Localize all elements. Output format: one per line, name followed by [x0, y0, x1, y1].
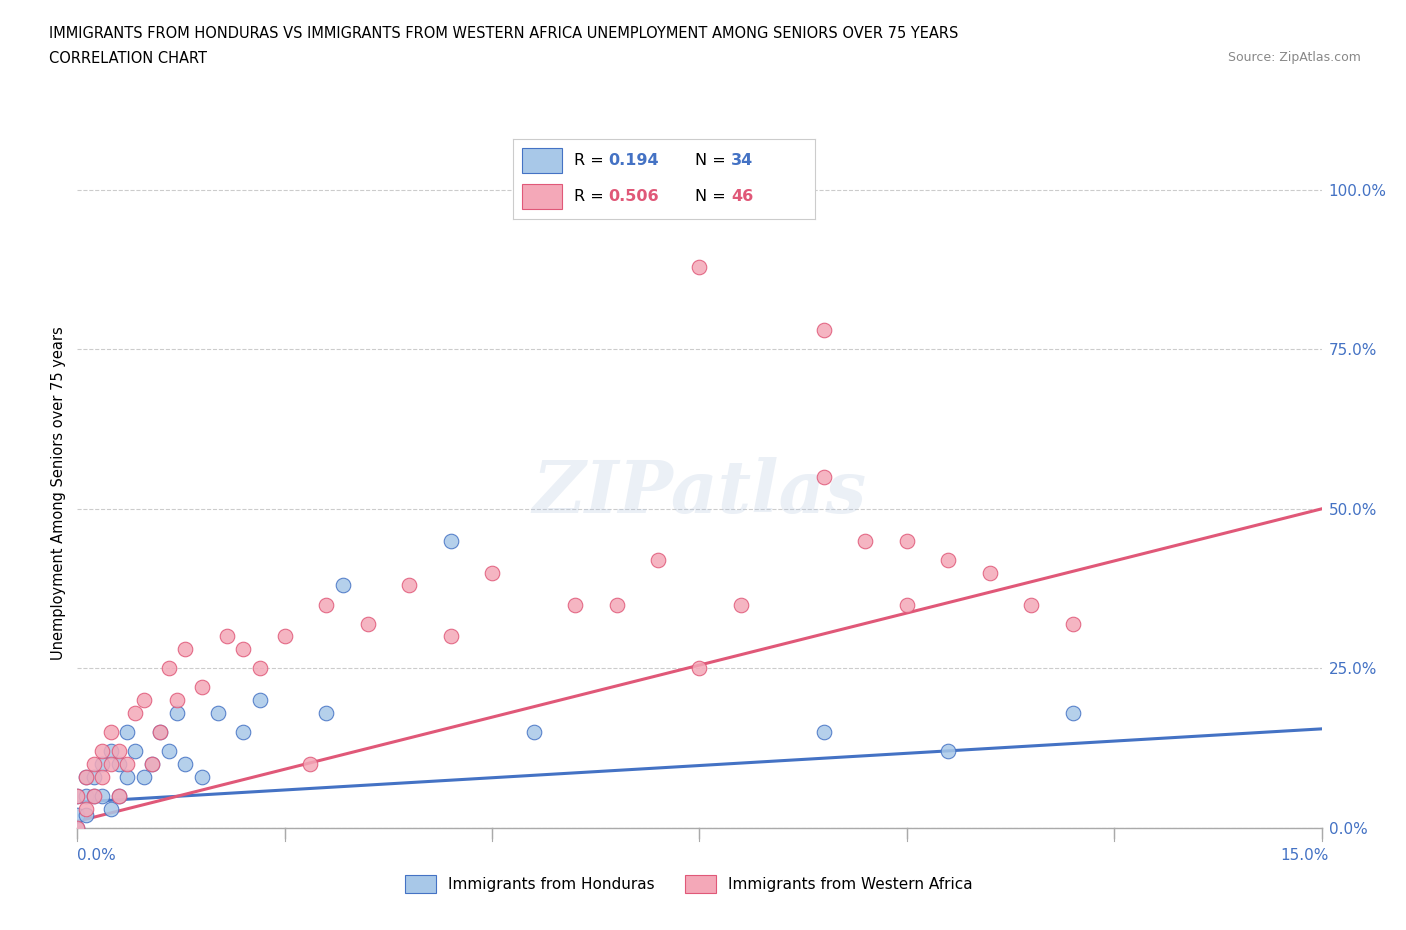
Point	[938, 744, 960, 759]
Point	[66, 807, 89, 822]
Text: 34: 34	[731, 153, 754, 168]
Point	[249, 661, 271, 676]
Point	[100, 724, 122, 739]
Point	[66, 820, 89, 835]
Point	[730, 597, 752, 612]
Point	[896, 533, 918, 548]
Point	[83, 789, 105, 804]
Text: ZIPatlas: ZIPatlas	[533, 458, 866, 528]
Point	[564, 597, 586, 612]
Point	[75, 801, 97, 816]
Text: R =: R =	[574, 153, 609, 168]
Point	[132, 769, 155, 784]
Point	[108, 756, 131, 771]
Point	[75, 769, 97, 784]
Point	[174, 642, 197, 657]
Point	[315, 597, 337, 612]
Point	[1021, 597, 1043, 612]
Point	[1062, 706, 1084, 721]
Point	[232, 642, 254, 657]
Point	[647, 552, 669, 567]
Point	[606, 597, 628, 612]
Point	[157, 744, 180, 759]
Text: CORRELATION CHART: CORRELATION CHART	[49, 51, 207, 66]
Point	[66, 820, 89, 835]
Point	[132, 693, 155, 708]
Point	[813, 724, 835, 739]
Point	[315, 706, 337, 721]
Point	[75, 789, 97, 804]
Point	[83, 769, 105, 784]
Point	[207, 706, 229, 721]
Point	[232, 724, 254, 739]
Point	[149, 724, 172, 739]
Point	[166, 706, 188, 721]
Point	[100, 744, 122, 759]
Point	[75, 807, 97, 822]
Point	[141, 756, 163, 771]
Text: 0.194: 0.194	[609, 153, 659, 168]
Point	[979, 565, 1001, 580]
Point	[191, 769, 214, 784]
Point	[398, 578, 420, 592]
Text: 0.0%: 0.0%	[77, 848, 117, 863]
Point	[108, 789, 131, 804]
Point	[149, 724, 172, 739]
Point	[298, 756, 321, 771]
Point	[66, 789, 89, 804]
Point	[100, 756, 122, 771]
Point	[332, 578, 354, 592]
Point	[1062, 617, 1084, 631]
Point	[813, 323, 835, 338]
Point	[481, 565, 503, 580]
Point	[191, 680, 214, 695]
Point	[813, 470, 835, 485]
Point	[689, 259, 711, 274]
Point	[215, 629, 238, 644]
Point	[855, 533, 877, 548]
Point	[108, 789, 131, 804]
Point	[523, 724, 546, 739]
FancyBboxPatch shape	[522, 148, 561, 174]
Point	[440, 533, 463, 548]
Point	[124, 706, 146, 721]
Point	[115, 769, 138, 784]
Point	[166, 693, 188, 708]
Point	[75, 769, 97, 784]
Point	[115, 724, 138, 739]
Point	[249, 693, 271, 708]
Point	[689, 661, 711, 676]
Point	[83, 789, 105, 804]
Text: N =: N =	[695, 189, 731, 204]
Point	[91, 769, 114, 784]
Y-axis label: Unemployment Among Seniors over 75 years: Unemployment Among Seniors over 75 years	[51, 326, 66, 659]
Point	[83, 756, 105, 771]
Text: N =: N =	[695, 153, 731, 168]
Text: 0.506: 0.506	[609, 189, 659, 204]
Point	[174, 756, 197, 771]
Text: IMMIGRANTS FROM HONDURAS VS IMMIGRANTS FROM WESTERN AFRICA UNEMPLOYMENT AMONG SE: IMMIGRANTS FROM HONDURAS VS IMMIGRANTS F…	[49, 26, 959, 41]
Point	[115, 756, 138, 771]
Point	[124, 744, 146, 759]
Point	[91, 744, 114, 759]
Legend: Immigrants from Honduras, Immigrants from Western Africa: Immigrants from Honduras, Immigrants fro…	[399, 870, 979, 899]
Point	[66, 789, 89, 804]
Point	[141, 756, 163, 771]
Text: 15.0%: 15.0%	[1281, 848, 1329, 863]
FancyBboxPatch shape	[522, 184, 561, 209]
Point	[100, 801, 122, 816]
Point	[157, 661, 180, 676]
Text: Source: ZipAtlas.com: Source: ZipAtlas.com	[1227, 51, 1361, 64]
Text: R =: R =	[574, 189, 609, 204]
Point	[108, 744, 131, 759]
Point	[896, 597, 918, 612]
Point	[274, 629, 297, 644]
Text: 46: 46	[731, 189, 754, 204]
Point	[357, 617, 380, 631]
Point	[91, 756, 114, 771]
Point	[91, 789, 114, 804]
Point	[440, 629, 463, 644]
Point	[938, 552, 960, 567]
